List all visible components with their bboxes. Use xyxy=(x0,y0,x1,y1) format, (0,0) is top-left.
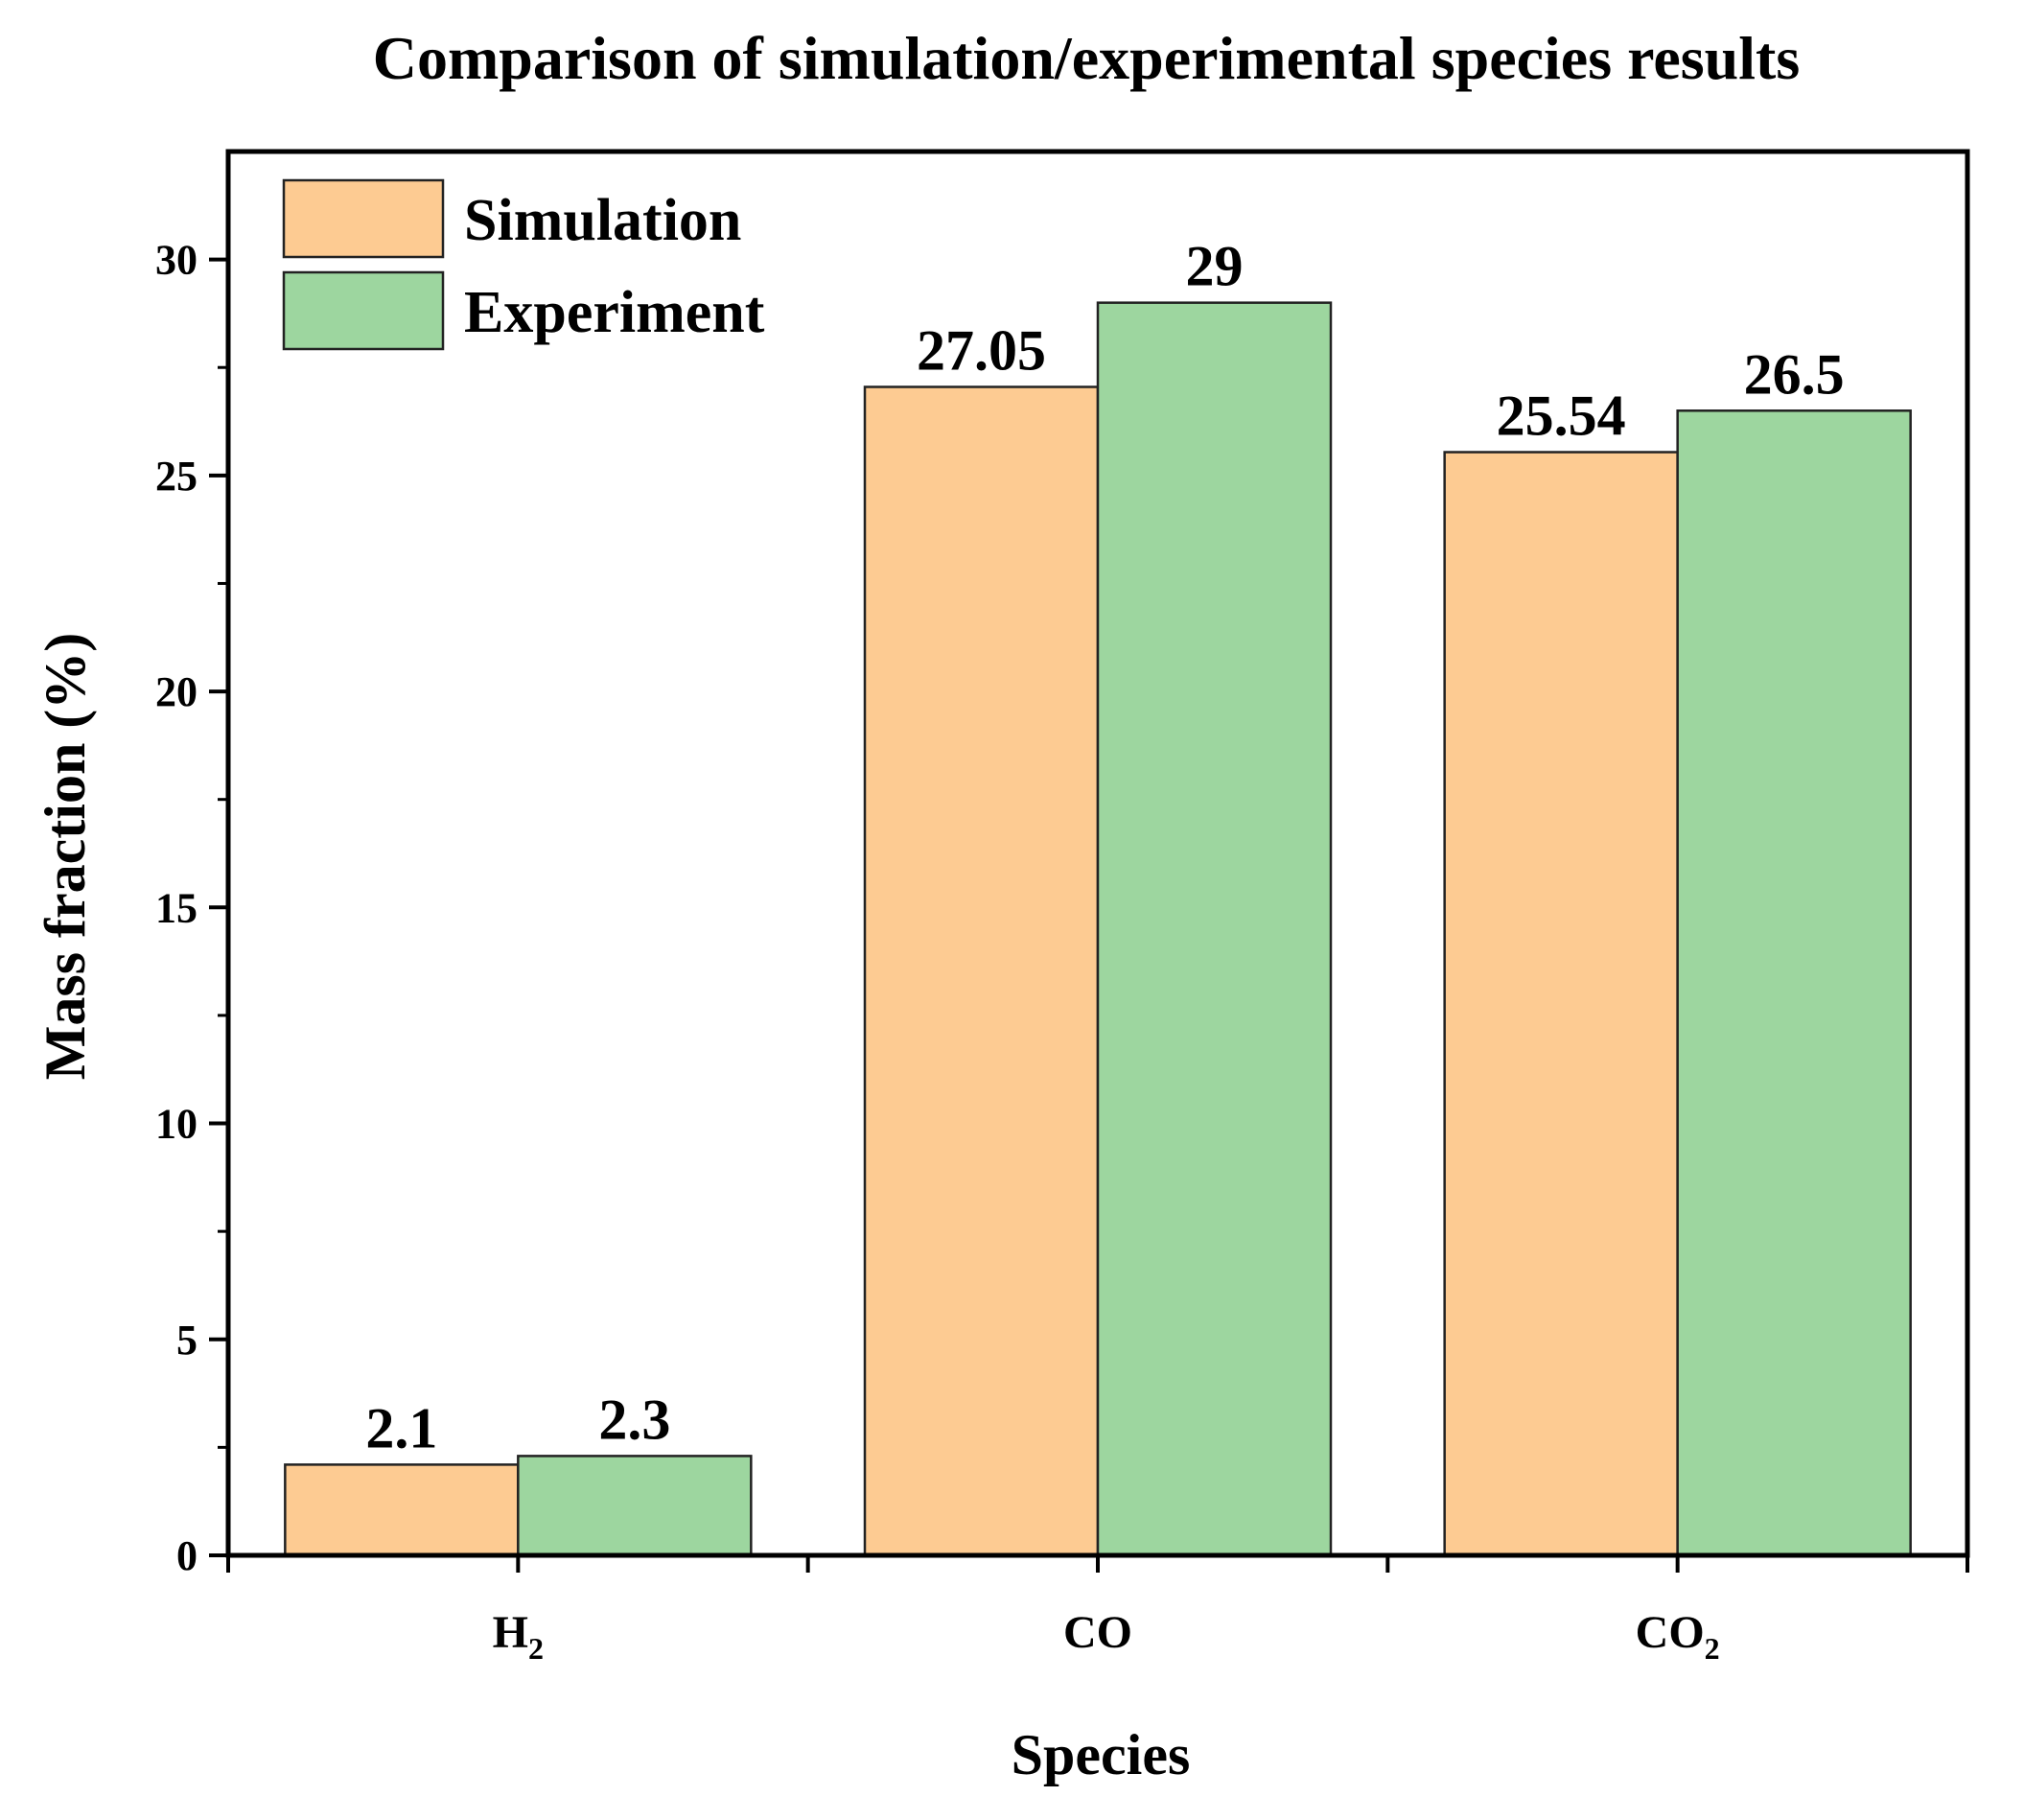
x-axis-title: Species xyxy=(1012,1723,1191,1786)
data-label-simulation-0: 2.1 xyxy=(365,1396,437,1459)
bar-simulation-2 xyxy=(1443,451,1679,1557)
data-label-simulation-1: 27.05 xyxy=(917,319,1046,383)
y-tick-label-10: 10 xyxy=(155,1101,198,1148)
bar-experiment-2 xyxy=(1676,409,1912,1557)
chart-title: Comparison of simulation/experimental sp… xyxy=(373,24,1801,92)
x-tick-label-base: CO xyxy=(1063,1607,1132,1658)
data-label-experiment-2: 26.5 xyxy=(1744,342,1845,406)
legend-swatch-experiment xyxy=(282,270,445,351)
x-tick-label-0: H2 xyxy=(493,1607,544,1666)
x-tick-label-subscript: 2 xyxy=(1705,1631,1720,1666)
y-axis-title: Mass fraction (%) xyxy=(34,633,97,1081)
legend-label-experiment: Experiment xyxy=(464,280,765,345)
legend-swatch-simulation xyxy=(282,178,445,259)
legend-label-simulation: Simulation xyxy=(464,188,741,253)
data-label-experiment-0: 2.3 xyxy=(598,1388,670,1451)
x-tick-label-base: H xyxy=(493,1607,528,1658)
bar-simulation-0 xyxy=(284,1463,520,1557)
y-tick-label-20: 20 xyxy=(155,668,198,715)
y-tick-label-15: 15 xyxy=(155,884,198,931)
bars-layer: 2.1 2.3 27.05 29 25.54 26.5 xyxy=(284,235,1912,1557)
bar-simulation-1 xyxy=(863,385,1100,1557)
x-tick-label-2: CO2 xyxy=(1636,1607,1720,1666)
bar-experiment-0 xyxy=(517,1455,753,1557)
y-tick-label-30: 30 xyxy=(155,237,198,284)
y-tick-label-25: 25 xyxy=(155,453,198,500)
y-tick-label-5: 5 xyxy=(176,1317,198,1364)
x-tick-label-base: CO xyxy=(1636,1607,1705,1658)
data-label-experiment-1: 29 xyxy=(1186,235,1244,298)
x-tick-label-1: CO xyxy=(1063,1607,1132,1658)
x-tick-label-subscript: 2 xyxy=(528,1631,544,1666)
legend: Simulation Experiment xyxy=(282,178,765,351)
bar-experiment-1 xyxy=(1096,301,1333,1557)
data-label-simulation-2: 25.54 xyxy=(1497,385,1626,448)
y-tick-label-0: 0 xyxy=(176,1532,198,1579)
